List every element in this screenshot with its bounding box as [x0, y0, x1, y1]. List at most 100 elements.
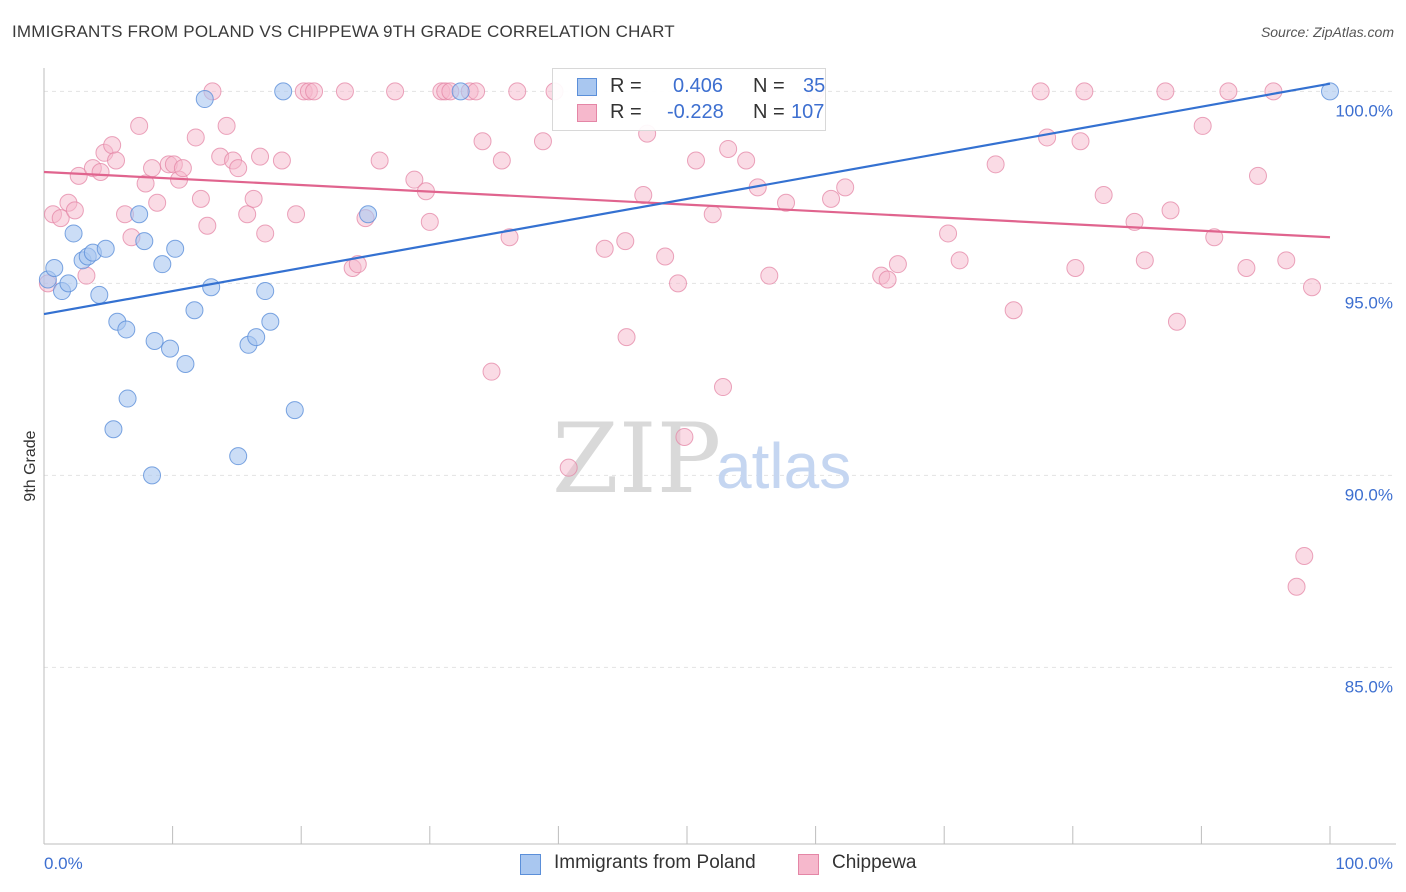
chippewa-point: [69, 166, 88, 185]
poland-point: [143, 466, 162, 485]
chippewa-point: [1302, 278, 1321, 297]
poland-point: [247, 328, 266, 347]
poland-point: [130, 205, 149, 224]
legend-r-value-poland: 0.406: [673, 75, 724, 97]
stats-legend: R = 0.406 N = 35 R = -0.228 N = 107: [552, 68, 826, 131]
chippewa-point: [1071, 132, 1090, 151]
chippewa-point: [473, 132, 492, 151]
chippewa-point: [65, 201, 84, 220]
poland-point: [256, 282, 275, 301]
chippewa-point: [186, 128, 205, 147]
chippewa-point: [107, 151, 126, 170]
series-legend: Immigrants from Poland Chippewa: [0, 852, 1406, 878]
chippewa-point: [256, 224, 275, 243]
chippewa-point: [675, 427, 694, 446]
chippewa-point: [1264, 82, 1283, 101]
chippewa-point: [1193, 116, 1212, 135]
poland-point: [104, 420, 123, 439]
chippewa-point: [287, 205, 306, 224]
chippewa-point: [939, 224, 958, 243]
x-tick-label: 0.0%: [44, 854, 83, 873]
chippewa-point: [1004, 301, 1023, 320]
legend-r-label: R =: [610, 101, 642, 123]
tick-labels: 85.0% 90.0% 95.0% 100.0% 0.0% 100.0%: [44, 101, 1393, 873]
chippewa-point: [348, 255, 367, 274]
chippewa-legend-swatch: [798, 854, 819, 875]
watermark: ZIP atlas: [552, 403, 851, 515]
poland-point: [274, 82, 293, 101]
chippewa-point: [533, 132, 552, 151]
chippewa-point: [1287, 577, 1306, 596]
poland-legend-label: Immigrants from Poland: [554, 852, 756, 873]
chippewa-point: [136, 174, 155, 193]
chippewa-point: [634, 186, 653, 205]
chippewa-point: [616, 232, 635, 251]
chippewa-point: [668, 274, 687, 293]
chippewa-point: [687, 151, 706, 170]
legend-r-value-chippewa: -0.228: [667, 101, 724, 123]
chippewa-swatch: [577, 104, 597, 122]
legend-r-label: R =: [610, 75, 642, 97]
poland-point: [451, 82, 470, 101]
chippewa-point: [559, 458, 578, 477]
chippewa-point: [1237, 259, 1256, 277]
chippewa-point: [777, 193, 796, 212]
poland-point: [145, 331, 164, 350]
chippewa-point: [1219, 82, 1238, 101]
chippewa-point: [950, 251, 969, 270]
chippewa-point: [492, 151, 511, 170]
poland-point: [285, 401, 304, 420]
chippewa-point: [719, 139, 738, 158]
poland-point: [195, 90, 214, 109]
poland-point: [229, 447, 248, 466]
chippewa-point: [1135, 251, 1154, 270]
poland-points: [38, 82, 1339, 485]
chippewa-point: [714, 378, 733, 397]
chippewa-point: [238, 205, 257, 224]
chippewa-point: [272, 151, 291, 170]
chippewa-point: [335, 82, 354, 101]
legend-n-label: N =: [753, 75, 785, 97]
poland-point: [96, 239, 115, 258]
watermark-atlas: atlas: [716, 430, 851, 502]
chippewa-point: [1205, 228, 1224, 247]
chippewa-point: [386, 82, 405, 101]
poland-point: [161, 339, 180, 358]
chippewa-legend-label: Chippewa: [832, 852, 917, 873]
poland-point: [166, 239, 185, 258]
chippewa-point: [1167, 312, 1186, 331]
chippewa-point: [229, 159, 248, 178]
chippewa-point: [370, 151, 389, 170]
chart-title: IMMIGRANTS FROM POLAND VS CHIPPEWA 9TH G…: [12, 22, 675, 41]
chippewa-point: [217, 116, 236, 135]
chippewa-point: [1038, 128, 1057, 147]
y-tick-label: 100.0%: [1335, 101, 1393, 120]
poland-point: [117, 320, 136, 339]
chippewa-point: [1295, 547, 1314, 565]
chippewa-point: [1277, 251, 1296, 270]
chippewa-point: [617, 328, 636, 347]
chippewa-point: [405, 170, 424, 189]
chippewa-point: [77, 266, 96, 285]
chippewa-point: [508, 82, 527, 101]
poland-point: [59, 274, 78, 293]
watermark-zip: ZIP: [552, 403, 721, 515]
poland-legend-swatch: [520, 854, 541, 875]
chippewa-point: [703, 205, 722, 224]
poland-swatch: [577, 78, 597, 96]
poland-point: [45, 259, 64, 277]
chippewa-point: [467, 82, 486, 101]
chart-source: Source: ZipAtlas.com: [1260, 24, 1394, 40]
axes: [43, 68, 1396, 845]
chippewa-point: [173, 159, 192, 178]
poland-point: [185, 301, 204, 320]
chippewa-trend-line: [43, 170, 1331, 239]
chippewa-point: [1075, 82, 1094, 101]
legend-n-value-chippewa: 107: [791, 101, 825, 123]
chippewa-point: [143, 159, 162, 178]
chippewa-point: [986, 155, 1005, 174]
chippewa-point: [878, 270, 897, 289]
chippewa-point: [1066, 259, 1085, 277]
poland-point: [64, 224, 83, 243]
